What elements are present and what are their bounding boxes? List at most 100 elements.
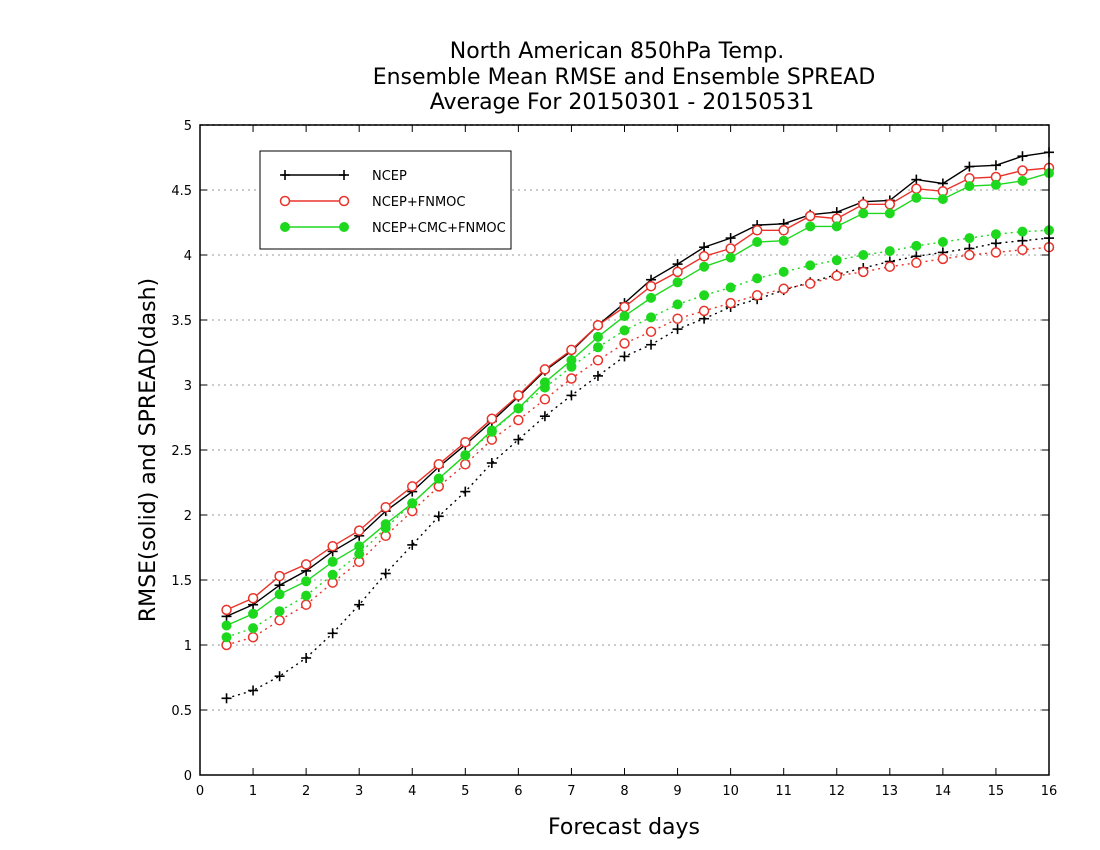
spread-point [911,240,922,251]
spread-point [274,615,285,626]
legend-label: NCEP+CMC+FNMOC [372,221,506,236]
legend-entry: NCEP [280,169,407,184]
rmse-point [699,242,710,253]
spread-point [300,599,312,610]
rmse-point [831,221,842,232]
spread-point [964,233,975,244]
spread-point [221,693,232,704]
rmse-point [380,519,391,530]
rmse-point [964,181,975,192]
spread-point [964,249,975,261]
y-tick-label: 2 [184,509,192,524]
rmse-point [619,301,630,313]
rmse-point [513,390,524,401]
legend-marker [339,170,349,180]
x-tick-label: 9 [673,784,681,799]
rmse-point [460,450,471,461]
spread-point [566,390,577,401]
spread-point [327,628,338,639]
spread-point [566,373,577,384]
spread-point [884,261,896,272]
rmse-point [247,592,259,604]
spread-point [858,250,869,260]
y-tick-label: 1 [184,639,192,654]
rmse-point [964,161,975,172]
rmse-point [672,277,683,288]
rmse-point [858,199,869,210]
spread-point [274,671,285,682]
rmse-point [884,199,896,210]
rmse-point [221,620,232,631]
title-line-1: North American 850hPa Temp. [450,39,785,64]
spread-point [592,342,603,353]
spread-point [672,324,683,335]
x-tick-label: 2 [302,784,310,799]
spread-point [592,355,604,366]
legend-label: NCEP [372,169,407,184]
rmse-point [990,160,1001,171]
rmse-point [407,481,418,492]
rmse-point [566,344,577,356]
spread-point [1017,235,1028,246]
rmse-point [327,540,338,552]
spread-line [226,237,1050,699]
rmse-point [486,425,497,436]
spread-point [911,257,922,269]
spread-point [380,568,391,579]
legend-marker [279,195,291,207]
rmse-point [327,556,338,567]
series-1 [221,162,1055,651]
rmse-point [566,355,577,366]
rmse-point [751,225,763,236]
rmse-point [407,498,418,509]
rmse-point [274,570,285,582]
spread-point [805,260,816,271]
spread-point [725,297,736,309]
rmse-point [990,179,1001,190]
spread-point [778,266,789,277]
x-tick-label: 10 [722,784,739,799]
rmse-point [353,525,365,536]
x-axis: 0 1 2 3 4 5 6 7 8 9 10 11 12 13 14 15 16 [196,125,1057,799]
legend-marker [280,170,290,180]
spread-point [513,434,524,445]
rmse-point [752,237,763,247]
series-layer [221,147,1055,704]
chart-title: North American 850hPa Temp. Ensemble Mea… [373,39,876,115]
spread-point [1017,244,1028,256]
rmse-point [911,192,922,203]
spread-point [301,653,312,663]
x-tick-label: 3 [355,784,363,799]
rmse-point [884,208,895,219]
spread-point [884,246,895,257]
y-tick-label: 3 [184,379,192,394]
legend-label: NCEP+FNMOC [372,195,465,210]
spread-point [460,459,471,470]
legend-entry: NCEP+FNMOC [279,195,465,210]
rmse-point [300,559,312,570]
y-tick-label: 3.5 [171,314,192,329]
spread-point [274,606,285,617]
x-tick-label: 11 [775,784,792,799]
y-tick-label: 0 [184,769,192,784]
rmse-point [911,183,922,194]
rmse-point [274,580,285,591]
rmse-point [433,473,444,484]
rmse-point [301,576,312,587]
rmse-point [433,459,445,470]
spread-point [248,623,259,634]
spread-line [226,229,1050,638]
spread-point [858,266,869,278]
legend-entry: NCEP+CMC+FNMOC [280,221,506,236]
y-tick-label: 4 [184,249,192,264]
rmse-point [1017,165,1028,176]
x-tick-label: 15 [988,784,1005,799]
legend-marker [280,222,290,232]
rmse-point [672,266,683,278]
spread-point [1017,226,1028,237]
rmse-point [725,233,736,244]
x-tick-label: 0 [196,784,204,799]
legend-box [259,150,512,250]
rmse-point [645,280,657,292]
